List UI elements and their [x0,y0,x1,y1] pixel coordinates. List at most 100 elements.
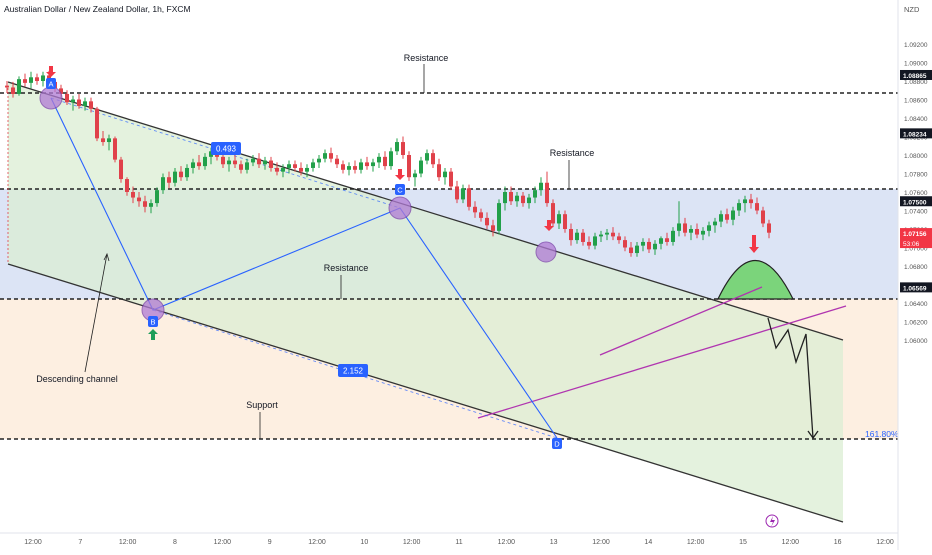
lightning-glyph [770,516,775,527]
candle-body-79 [479,212,483,218]
time-tick-4: 12:00 [214,539,232,546]
descending-channel-fill [8,82,843,522]
price-label-bg-3 [900,228,932,249]
time-tick-15: 15 [739,539,747,546]
ratio-box-2 [338,364,368,377]
candle-body-1 [11,87,15,94]
ratio-label-1: 0.493 [216,145,237,154]
support-label: Support [246,400,278,410]
candle-body-103 [623,240,627,248]
candle-body-16 [101,138,105,143]
candle-body-113 [683,223,687,233]
candle-body-72 [437,164,441,178]
candle-body-80 [485,217,489,226]
candle-body-92 [557,214,561,224]
candle-body-33 [203,156,207,167]
marker-circle-4 [535,241,557,263]
point-b-label: B [150,318,155,327]
candle-body-94 [569,229,573,241]
price-tick-9: 1.07400 [904,209,928,216]
candle-body-11 [71,99,75,103]
descending-channel-pointer-head [103,252,110,262]
time-tick-0: 12:00 [24,539,42,546]
candle-body-17 [107,138,111,143]
candle-body-32 [197,162,201,167]
candles-group [5,70,771,257]
projection-path [767,317,814,439]
candle-body-114 [689,229,693,233]
candle-body-56 [341,164,345,170]
resistance-label-low: Resistance [324,263,369,273]
candle-body-78 [473,206,477,213]
candle-body-77 [467,188,471,207]
candle-body-112 [677,223,681,231]
candle-body-125 [755,203,759,211]
candle-body-84 [509,192,513,202]
price-tick-11: 1.07000 [904,246,928,253]
candle-body-106 [641,241,645,246]
candle-body-2 [17,79,21,94]
candle-body-86 [521,195,525,204]
time-tick-9: 11 [455,539,462,546]
candle-body-6 [41,75,45,81]
candle-body-50 [305,167,309,172]
candle-body-23 [143,201,147,207]
candle-body-28 [173,171,177,183]
rising-channel-upper [599,286,763,356]
candle-body-12 [77,99,81,106]
candle-body-61 [371,162,375,167]
candle-body-57 [347,166,351,170]
time-tick-5: 9 [268,539,272,546]
candle-body-36 [221,156,225,165]
candle-body-69 [419,160,423,174]
candle-body-53 [323,153,327,159]
candle-body-66 [401,142,405,155]
price-tick-12: 1.06800 [904,264,928,271]
candle-body-124 [749,199,753,204]
abcd-pattern-line [50,97,558,439]
candle-body-41 [251,158,255,163]
candle-body-48 [293,164,297,168]
candle-body-120 [725,214,729,220]
candle-body-82 [497,203,501,231]
time-tick-10: 12:00 [498,539,516,546]
candle-body-58 [353,166,357,170]
candle-body-46 [281,167,285,172]
candle-body-115 [695,229,699,235]
price-tick-2: 1.08800 [904,79,928,86]
marker-circle-c [388,196,412,220]
candle-body-101 [611,232,615,237]
candle-body-67 [407,155,411,178]
candle-body-19 [119,159,123,180]
price-axis-labels: 1.08865 1.08234 1.07500 1.07156 53:06 1.06569 [900,69,932,293]
candle-body-31 [191,162,195,168]
candle-body-47 [287,164,291,168]
green-dome [717,259,794,300]
candle-body-20 [125,179,129,192]
marker-circle-a [39,86,63,110]
rising-channel-lower [477,305,847,419]
price-label-sub-3: 53:06 [903,241,920,248]
candle-body-107 [647,241,651,250]
candle-body-70 [425,153,429,161]
point-a-badge [46,78,56,89]
candle-body-110 [665,238,669,242]
time-tick-6: 12:00 [308,539,326,546]
candle-body-95 [575,232,579,241]
candle-body-49 [299,167,303,172]
candle-body-109 [659,238,663,244]
candle-body-25 [155,190,159,204]
point-d-badge [552,438,562,449]
candle-body-45 [275,167,279,172]
candle-body-9 [59,88,63,94]
candle-body-34 [209,151,213,157]
candle-body-105 [635,245,639,254]
point-c-label: C [397,186,403,195]
candle-body-75 [455,186,459,200]
candle-body-24 [149,203,153,207]
red-arrows [46,66,759,253]
candle-body-40 [245,162,249,170]
point-a-label: A [48,80,53,89]
candle-body-97 [587,241,591,246]
